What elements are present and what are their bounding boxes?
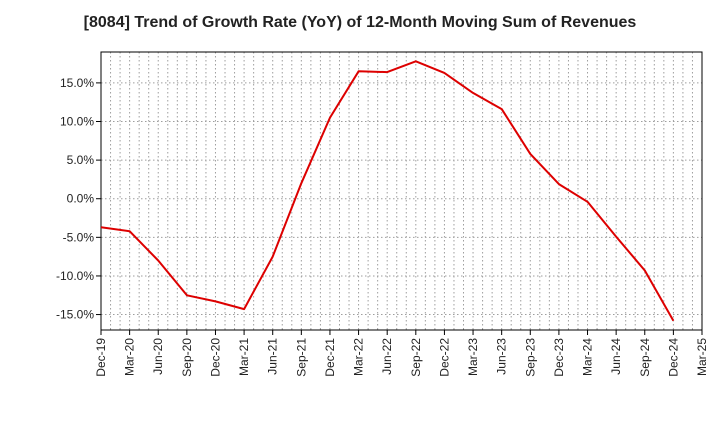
x-tick-label: Dec-23 — [552, 338, 566, 377]
x-tick-label: Jun-21 — [266, 338, 280, 375]
x-tick-label: Mar-25 — [695, 338, 709, 376]
plot-frame — [100, 51, 703, 331]
x-tick-label: Jun-23 — [495, 338, 509, 375]
grid-lines — [101, 52, 702, 330]
y-tick-label: -5.0% — [63, 230, 95, 244]
chart-title: [8084] Trend of Growth Rate (YoY) of 12-… — [83, 14, 637, 31]
series-layer — [100, 60, 675, 322]
x-tick-label: Jun-24 — [609, 338, 623, 375]
y-tick-label: 0.0% — [67, 192, 95, 206]
y-tick-labels: -15.0% -10.0% -5.0% 0.0% 5.0% 10.0% 15.0% — [56, 76, 94, 322]
x-tick-labels: Dec-19 Mar-20 Jun-20 Sep-20 Dec-20 Mar-21 Jun-… — [94, 338, 709, 377]
y-tick-label: 10.0% — [60, 115, 94, 129]
x-tick-label: Sep-20 — [180, 338, 194, 377]
x-tick-label: Mar-24 — [581, 338, 595, 376]
x-tick-label: Dec-22 — [437, 338, 451, 377]
x-tick-label: Mar-22 — [352, 338, 366, 376]
x-tick-label: Sep-24 — [638, 338, 652, 377]
x-tick-label: Sep-22 — [409, 338, 423, 377]
x-tick-label: Dec-24 — [666, 338, 680, 377]
axes — [96, 51, 703, 335]
x-tick-label: Jun-22 — [380, 338, 394, 375]
x-tick-label: Mar-20 — [123, 338, 137, 376]
x-tick-label: Dec-21 — [323, 338, 337, 377]
y-tick-label: 5.0% — [67, 153, 95, 167]
y-tick-label: -10.0% — [56, 269, 94, 283]
x-tick-label: Mar-23 — [466, 338, 480, 376]
x-tick-label: Jun-20 — [151, 338, 165, 375]
x-tick-label: Dec-20 — [208, 338, 222, 377]
series-line — [100, 60, 675, 322]
x-tick-label: Dec-19 — [94, 338, 108, 377]
x-tick-label: Mar-21 — [237, 338, 251, 376]
y-tick-label: -15.0% — [56, 308, 94, 322]
x-tick-label: Sep-21 — [294, 338, 308, 377]
y-tick-label: 15.0% — [60, 76, 94, 90]
x-tick-label: Sep-23 — [523, 338, 537, 377]
